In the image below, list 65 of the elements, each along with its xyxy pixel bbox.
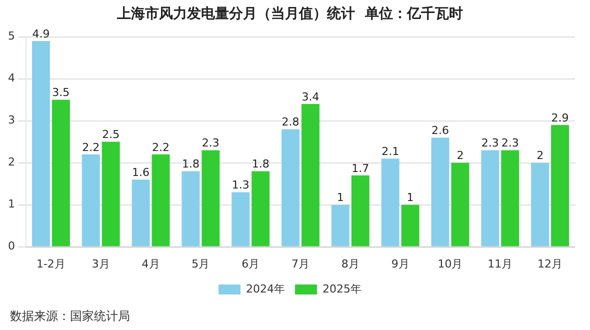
bar [302,104,320,246]
source-note: 数据来源：国家统计局 [10,308,130,325]
x-tick-label: 9月 [391,257,410,270]
data-label: 2.6 [431,124,449,137]
data-label: 2.3 [481,136,499,150]
data-label: 2.2 [152,140,170,154]
y-tick-label: 3 [8,114,15,127]
data-label: 1 [336,191,344,204]
bar [252,171,270,246]
data-label: 3.5 [52,86,70,100]
data-label: 2.3 [202,136,220,150]
x-tick-label: 7月 [292,257,310,270]
y-tick-label: 2 [8,156,15,169]
bar [82,154,100,246]
data-label: 2.8 [282,116,300,129]
data-label: 1.8 [182,158,200,171]
bar [52,100,70,246]
legend-label: 2025年 [322,282,362,296]
bar [132,180,150,246]
data-label: 4.9 [32,27,50,40]
data-label: 1.6 [132,166,150,179]
legend-label: 2024年 [246,282,286,296]
data-label: 1.7 [352,162,370,175]
y-tick-label: 0 [8,240,15,253]
x-tick-label: 4月 [142,257,160,270]
data-label: 1.8 [252,158,270,171]
chart-title: 上海市风力发电量分月（当月值）统计 单位：亿千瓦时 [116,5,463,22]
x-tick-label: 10月 [438,257,463,270]
bar [282,129,300,246]
y-tick-label: 4 [8,72,15,85]
x-tick-label: 3月 [92,257,110,270]
bar [32,41,50,246]
bar [501,150,520,246]
x-tick-label: 11月 [488,257,513,270]
data-label: 2 [536,149,544,162]
bar [152,154,170,246]
x-tick-label: 8月 [341,257,360,270]
bar [202,150,220,246]
bar [431,138,450,246]
x-tick-label: 5月 [192,257,210,270]
data-label: 2.1 [382,144,400,158]
data-label: 2.3 [501,136,519,150]
x-tick-label: 12月 [538,257,563,270]
bar [531,162,550,246]
bar [451,162,470,246]
y-tick-label: 5 [8,30,15,43]
bar [351,175,370,246]
data-label: 2 [456,149,464,162]
data-label: 3.4 [302,90,320,104]
y-tick-label: 1 [8,198,15,211]
bar [102,142,120,246]
data-label: 1 [406,191,414,204]
bar [381,158,400,246]
bar [331,204,350,246]
data-label: 2.9 [551,111,569,124]
x-tick-label: 6月 [242,257,260,270]
data-label: 2.5 [102,128,120,142]
bar [232,192,250,246]
data-label: 1.3 [232,178,250,192]
bar [401,204,420,246]
bar [182,171,200,246]
bar [481,150,500,246]
x-tick-label: 1-2月 [36,257,66,270]
bar [551,125,570,246]
data-label: 2.2 [82,140,100,154]
